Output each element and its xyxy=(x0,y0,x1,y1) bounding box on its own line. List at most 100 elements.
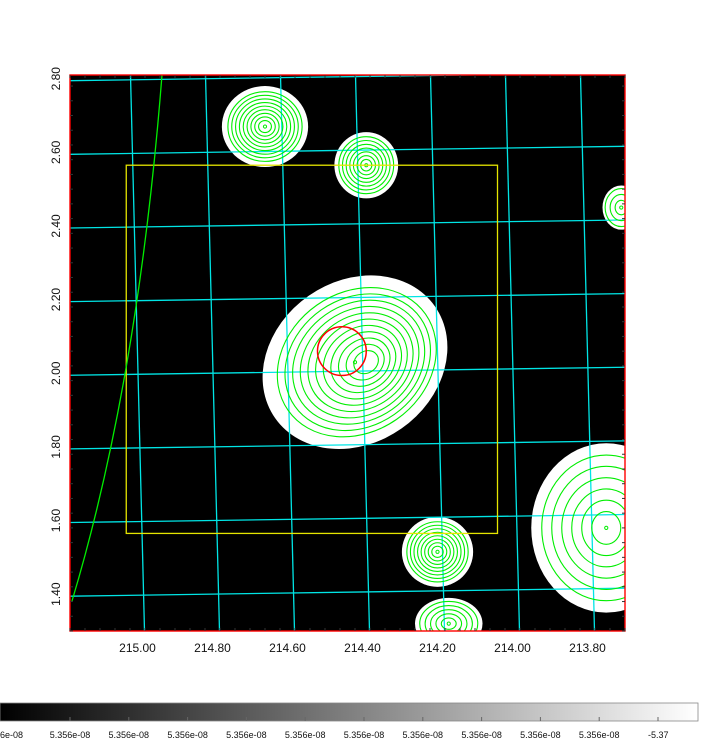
y-tick-label-4: 2.20 xyxy=(49,288,63,312)
x-tick-label-0: 215.00 xyxy=(119,641,156,655)
colorbar xyxy=(0,702,699,722)
colorbar-ticks xyxy=(69,717,659,721)
source-peak-6 xyxy=(619,205,624,210)
grid-line-x-1 xyxy=(204,75,221,631)
x-tick-label-3: 214.40 xyxy=(344,641,381,655)
grid-line-x-2 xyxy=(279,75,296,631)
colorbar-label-5: 5.356e-08 xyxy=(344,730,385,740)
colorbar-labels: 5.356e-08 5.356e-08 5.356e-08 5.356e-08 5.35… xyxy=(0,730,669,740)
contour-4-4 xyxy=(440,617,457,630)
x-tick-label-4: 214.20 xyxy=(419,641,456,655)
contour-0-0 xyxy=(227,91,303,162)
source-fill-5 xyxy=(531,443,625,613)
contour-3-2 xyxy=(413,528,462,576)
coordinate-grid xyxy=(70,75,625,631)
contour-0-4 xyxy=(242,105,288,148)
grid-line-x-6 xyxy=(579,75,596,631)
x-tick-label-5: 214.00 xyxy=(494,641,531,655)
source-fill-2 xyxy=(262,275,448,449)
colorbar-left-label: 6e-08 xyxy=(0,730,23,740)
grid-line-y-1 xyxy=(70,513,625,524)
x-tick-label-2: 214.60 xyxy=(269,641,306,655)
x-tick-label-6: 213.80 xyxy=(569,641,606,655)
y-tick-label-2: 1.80 xyxy=(49,435,63,459)
contour-2-4 xyxy=(307,312,414,413)
contour-3-6 xyxy=(427,542,448,562)
plot-area xyxy=(70,75,625,631)
grid-line-y-4 xyxy=(70,292,625,303)
colorbar-label-3: 5.356e-08 xyxy=(226,730,267,740)
plot-frame xyxy=(69,74,626,632)
contour-6-1 xyxy=(609,193,625,222)
contour-2-8 xyxy=(337,337,391,387)
contour-0-2 xyxy=(235,98,295,155)
contour-2-6 xyxy=(322,324,403,400)
y-tick-label-1: 1.60 xyxy=(49,509,63,533)
grid-line-y-5 xyxy=(70,219,625,229)
contour-3-4 xyxy=(420,535,455,569)
colorbar-label-4: 5.356e-08 xyxy=(285,730,326,740)
circle-marker xyxy=(316,326,367,377)
coordinate-curve xyxy=(71,75,163,602)
contour-2-1 xyxy=(284,293,432,432)
contour-5-5 xyxy=(591,510,622,545)
contour-4-3 xyxy=(435,613,463,631)
grid-line-x-5 xyxy=(504,75,521,631)
contour-0-1 xyxy=(231,94,299,159)
source-fill-0 xyxy=(221,86,309,168)
source-peak-5 xyxy=(604,525,609,531)
contour-0-5 xyxy=(246,109,284,144)
contour-2-9 xyxy=(345,343,385,381)
contour-4-1 xyxy=(424,605,473,631)
colorbar-label-6: 5.356e-08 xyxy=(403,730,444,740)
colorbar-label-0: 5.356e-08 xyxy=(50,730,91,740)
contour-0-7 xyxy=(254,116,276,137)
contour-6-2 xyxy=(614,199,625,216)
colorbar-label-1: 5.356e-08 xyxy=(109,730,150,740)
contour-5-3 xyxy=(571,488,625,568)
contour-5-1 xyxy=(551,465,625,590)
source-peak-0 xyxy=(262,124,268,129)
y-tick-label-7: 2.80 xyxy=(49,67,63,91)
y-tick-label-0: 1.40 xyxy=(49,582,63,606)
x-tick-label-1: 214.80 xyxy=(194,641,231,655)
contour-0-6 xyxy=(250,112,280,141)
y-tick-label-3: 2.00 xyxy=(49,361,63,385)
contour-3-3 xyxy=(416,531,458,572)
contour-5-2 xyxy=(561,477,625,579)
grid-line-y-7 xyxy=(70,75,510,82)
contour-2-5 xyxy=(315,318,408,406)
y-tick-label-5: 2.40 xyxy=(49,214,63,238)
contour-0-3 xyxy=(238,101,292,152)
contour-6-0 xyxy=(604,188,625,228)
contour-3-1 xyxy=(409,524,466,579)
grid-line-y-0 xyxy=(70,587,625,597)
contour-2-2 xyxy=(292,299,426,425)
region-box xyxy=(125,164,499,535)
contour-5-0 xyxy=(541,454,625,602)
source-fill-6 xyxy=(602,185,625,230)
source-peak-2 xyxy=(352,360,358,365)
colorbar-label-7: 5.356e-08 xyxy=(461,730,502,740)
grid-line-x-4 xyxy=(429,75,446,631)
contour-2-0 xyxy=(276,287,437,438)
colorbar-label-8: 5.356e-08 xyxy=(520,730,561,740)
contour-2-10 xyxy=(353,350,379,375)
y-axis-labels: 1.40 1.60 1.80 2.00 2.20 2.40 2.60 2.80 xyxy=(49,67,63,606)
axis-ticks xyxy=(69,75,626,632)
contour-4-0 xyxy=(419,600,479,631)
source-peak-3 xyxy=(435,549,440,554)
y-tick-label-6: 2.60 xyxy=(49,140,63,164)
grid-line-x-0 xyxy=(129,75,146,631)
contour-0-8 xyxy=(258,119,272,134)
colorbar-label-10: -5.37 xyxy=(648,730,669,740)
contour-2-3 xyxy=(299,305,420,419)
contour-3-7 xyxy=(431,545,444,558)
contour-5-4 xyxy=(581,499,625,557)
contour-2-7 xyxy=(330,331,397,394)
source-peak-4 xyxy=(446,621,451,626)
contour-3-0 xyxy=(406,521,469,583)
colorbar-label-9: 5.356e-08 xyxy=(579,730,620,740)
x-axis-labels: 215.00 214.80 214.60 214.40 214.20 214.00 213.… xyxy=(119,641,606,655)
